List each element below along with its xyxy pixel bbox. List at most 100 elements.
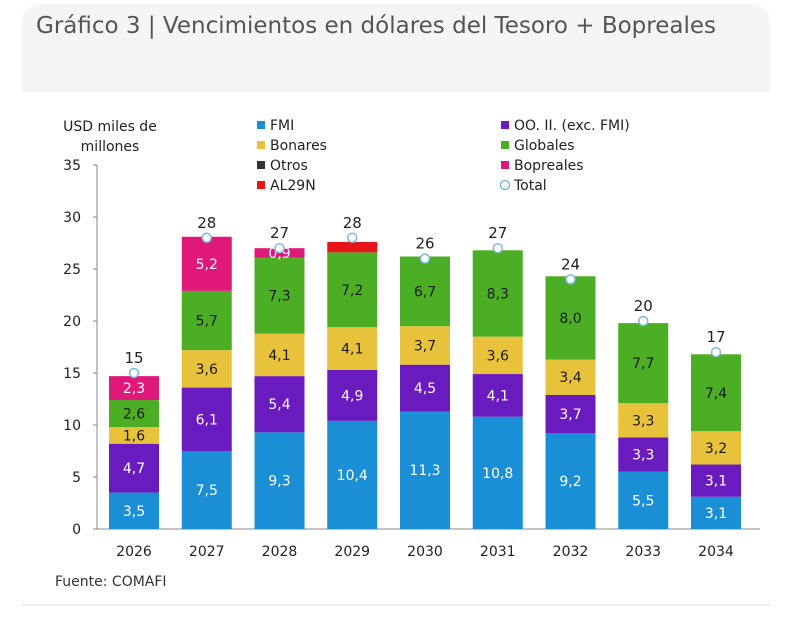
legend-marker [257,121,265,129]
bar-segment [109,427,159,444]
bar-segment-label: 4,9 [341,388,363,404]
bar-segment [691,354,741,432]
legend-label: FMI [270,118,294,134]
legend-label: Bonares [270,138,327,154]
y-tick-label: 20 [63,314,81,330]
x-tick-label: 2030 [407,544,443,560]
bar-segment-label: 3,1 [705,474,727,490]
y-axis-label: USD miles de [63,119,157,135]
total-marker [710,346,722,358]
total-label: 28 [343,214,362,232]
legend-marker [257,181,265,189]
bar-segment-label: 7,5 [196,483,218,499]
bar-segment-label: 7,2 [341,283,363,299]
bar-segment [545,433,596,529]
bar-segment [109,443,159,493]
bar-segment [618,323,669,404]
bar-segment [109,400,159,428]
bar-segment-label: 3,7 [559,407,581,423]
y-tick-label: 15 [63,366,81,382]
bar-segment-label: 4,1 [268,348,290,364]
bar-segment [181,387,232,451]
legend-label: Bopreales [514,158,584,174]
y-tick-label: 25 [63,262,81,278]
bar-segment-label: 3,3 [632,413,654,429]
bar-segment [327,420,378,529]
total-marker [638,315,649,327]
bar-segment-label: 10,4 [337,468,368,484]
bar-segment-label: 3,3 [632,448,654,464]
bar-segment [181,451,232,529]
bar-segment-label: 3,7 [414,338,436,354]
legend-marker [257,161,265,169]
bar-segment [545,394,596,434]
total-marker [419,253,431,264]
legend-marker [501,141,509,149]
bar-segment [545,359,596,395]
bar-segment [327,327,378,370]
bar-segment [254,432,305,529]
legend-marker [257,141,265,149]
legend-label: Globales [514,138,575,154]
bar-segment [618,403,669,438]
total-label: 15 [124,349,143,367]
legend-marker [501,121,509,129]
bar-segment [109,376,159,401]
total-label: 28 [197,214,216,232]
total-label: 17 [706,328,725,346]
bar-segment-label: 3,2 [705,441,727,457]
total-marker [347,232,358,244]
bar-segment [181,236,232,291]
bar-segment [618,437,669,472]
legend-label: AL29N [270,178,316,194]
bar-segment [545,276,596,360]
total-marker [274,242,285,254]
total-marker [565,274,576,285]
legend-marker [501,161,509,169]
bar-segment [691,431,741,465]
bar-segment-label: 10,8 [482,466,513,482]
bar-segment-label: 8,0 [559,311,581,327]
bar-segment-label: 3,5 [123,504,145,520]
bar-segment [691,464,741,497]
total-label: 27 [270,224,289,242]
bar-segment [400,256,450,327]
bar-segment [472,374,523,417]
bar-segment-label: 8,3 [487,286,509,302]
total-marker [201,232,212,244]
x-tick-label: 2034 [698,544,734,560]
bar-segment-label: 5,4 [268,397,290,413]
bar-segment [400,326,450,365]
y-tick-label: 5 [72,470,81,486]
x-tick-label: 2027 [189,544,225,560]
bar-segment-label: 5,7 [196,313,218,329]
bar-segment-label: 4,1 [487,388,509,404]
bar-segment-label: 3,6 [487,348,509,364]
bar-segment-label: 6,1 [196,412,218,428]
bar-segment [472,416,523,529]
bar-segment-label: 7,7 [632,356,654,372]
total-marker [492,242,503,254]
total-label: 26 [415,235,434,253]
bar-segment-label: 6,7 [414,284,436,300]
bar-segment [181,350,232,388]
bar-segment-label: 3,6 [196,362,218,378]
bar-segment-label: 9,3 [268,474,290,490]
x-tick-label: 2026 [116,544,152,560]
bar-segment [254,333,305,377]
x-tick-label: 2029 [334,544,370,560]
bar-segment-label: 9,2 [559,474,581,490]
legend-label: Otros [270,158,308,174]
bar-segment [400,364,450,412]
total-label: 24 [561,255,580,273]
bar-segment [254,376,305,433]
bar-segment [181,290,232,351]
bar-segment-label: 4,7 [123,461,145,477]
bar-segment [327,369,378,421]
y-axis-label: millones [81,139,140,155]
x-tick-label: 2032 [553,544,589,560]
legend-marker [499,179,511,191]
bar-segment [254,257,305,334]
bar-segment-label: 4,1 [341,342,363,358]
